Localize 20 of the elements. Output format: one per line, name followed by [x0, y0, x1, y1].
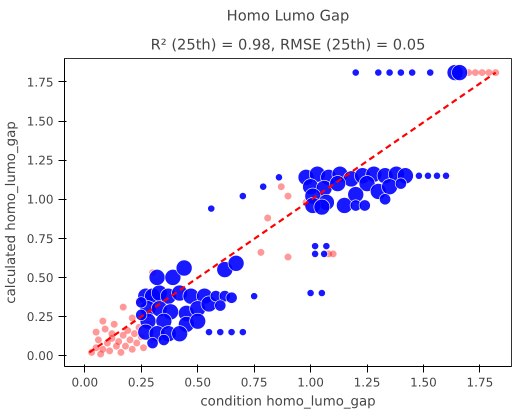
y-tick-label: 1.25 [26, 154, 54, 168]
y-tick-label: 1.75 [26, 75, 54, 90]
y-tick-label: 0.50 [26, 270, 54, 285]
chart-title: Homo Lumo Gap [226, 8, 350, 24]
y-tick-label: 0.00 [26, 349, 54, 364]
x-axis-title: condition homo_lumo_gap [200, 394, 376, 410]
y-tick-label: 0.25 [26, 310, 54, 324]
x-tick-label: 0.00 [71, 376, 98, 390]
x-tick-label: 0.50 [184, 376, 212, 390]
y-axis-title: calculated homo_lumo_gap [4, 121, 19, 304]
chart-subtitle: R² (25th) = 0.98, RMSE (25th) = 0.05 [150, 36, 426, 54]
x-tick-label: 1.75 [466, 376, 494, 390]
x-tick-label: 1.25 [354, 376, 380, 390]
y-tick-label: 1.00 [26, 192, 54, 207]
x-tick-label: 1.50 [410, 376, 437, 390]
y-tick-label: 0.75 [26, 232, 54, 246]
x-tick-label: 0.25 [128, 376, 155, 390]
x-tick-label: 1.00 [297, 376, 324, 390]
x-tick-label: 0.75 [240, 376, 268, 390]
y-tick-label: 1.50 [26, 114, 54, 129]
